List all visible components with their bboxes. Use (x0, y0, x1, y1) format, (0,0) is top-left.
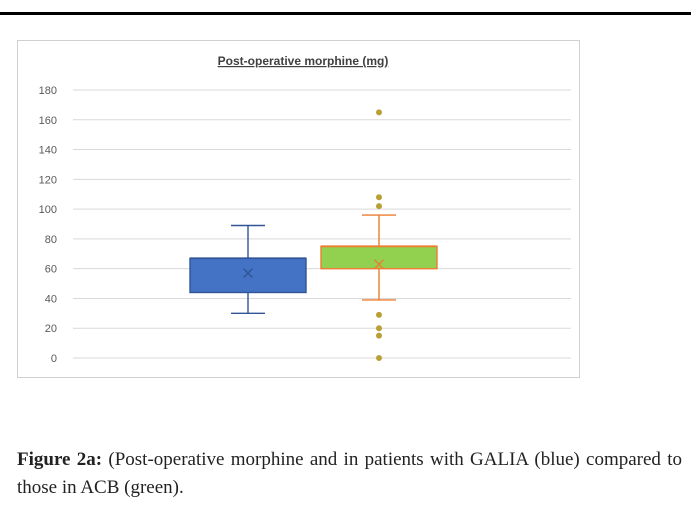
y-tick-label: 100 (39, 204, 57, 216)
boxplot-chart: Post-operative morphine (mg) 0 20 40 60 80 10… (17, 40, 580, 378)
outlier-point (376, 109, 382, 116)
y-tick-label: 120 (39, 174, 57, 186)
y-tick-label: 180 (39, 85, 57, 97)
chart-title: Post-operative morphine (mg) (218, 54, 389, 68)
y-tick-label: 0 (51, 353, 57, 365)
mean-marker (243, 268, 253, 279)
outlier-point (376, 355, 382, 361)
box-body (320, 245, 438, 270)
box-series (189, 109, 438, 361)
y-tick-label: 160 (39, 115, 57, 127)
y-axis-ticks: 0 20 40 60 80 100 120 140 160 180 (39, 85, 57, 365)
y-tick-label: 80 (45, 234, 57, 246)
outlier-point (376, 325, 382, 332)
mean-marker (374, 259, 384, 270)
outlier-point (376, 332, 382, 339)
mean-marker-stroke (243, 268, 253, 279)
box-body (189, 257, 307, 294)
y-tick-label: 20 (45, 323, 57, 335)
outlier-point (376, 203, 382, 210)
caption-text: (Post-operative morphine and in patients… (17, 449, 682, 498)
box-galia (189, 224, 307, 315)
mean-marker-stroke (374, 259, 384, 270)
chart-canvas: Post-operative morphine (mg) 0 20 40 60 80 10… (39, 54, 571, 365)
y-tick-label: 40 (45, 293, 57, 305)
caption-label: Figure 2a: (17, 449, 103, 470)
y-tick-label: 60 (45, 264, 57, 276)
outlier-point (376, 194, 382, 201)
outlier-point (376, 311, 382, 318)
top-rule (0, 12, 691, 15)
box-acb (320, 109, 438, 361)
y-tick-label: 140 (39, 145, 57, 157)
figure-caption: Figure 2a: (Post-operative morphine and … (17, 446, 682, 502)
gridlines (73, 89, 571, 359)
